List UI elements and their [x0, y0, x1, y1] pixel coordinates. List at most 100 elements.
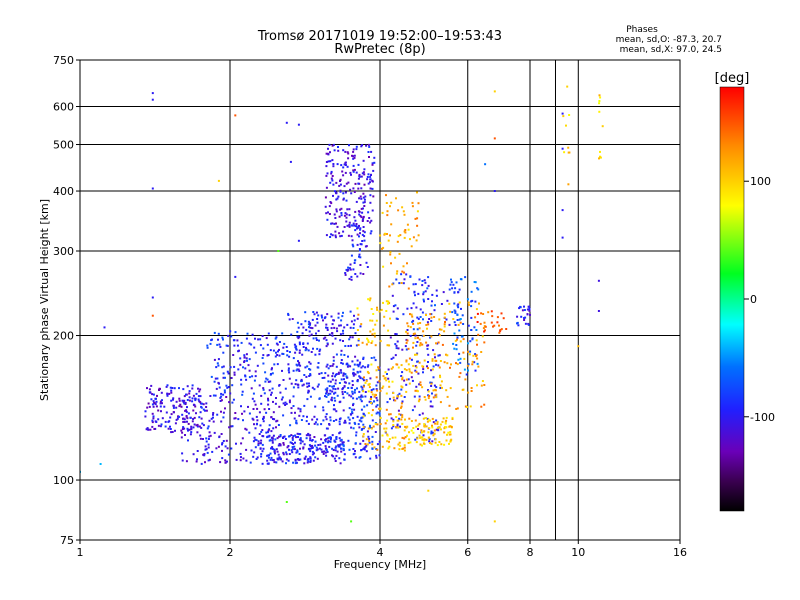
data-point — [409, 313, 411, 316]
data-point — [194, 397, 197, 400]
data-point — [367, 173, 370, 176]
data-point — [370, 150, 373, 153]
data-point — [452, 283, 455, 286]
data-point — [462, 323, 465, 325]
data-point — [298, 370, 301, 372]
data-point — [353, 408, 356, 411]
data-point — [225, 344, 228, 347]
data-point — [337, 146, 339, 148]
data-point — [471, 360, 474, 363]
data-point — [422, 371, 424, 374]
data-point — [338, 420, 341, 423]
data-point — [103, 326, 106, 329]
data-point — [322, 441, 325, 444]
data-point — [439, 387, 442, 389]
data-point — [347, 181, 350, 184]
data-point — [276, 363, 279, 366]
data-point — [368, 426, 371, 429]
data-point — [368, 441, 371, 444]
data-point — [364, 445, 367, 448]
data-point — [337, 195, 340, 198]
data-point — [412, 322, 415, 325]
data-point — [332, 420, 335, 422]
data-point — [146, 406, 149, 409]
data-point — [358, 456, 361, 459]
data-point — [464, 276, 467, 279]
data-point — [324, 395, 326, 398]
data-point — [254, 370, 257, 373]
data-point — [281, 460, 284, 463]
data-point — [302, 383, 305, 386]
data-point — [199, 401, 202, 404]
data-point — [415, 370, 418, 373]
data-point — [275, 426, 277, 429]
data-point — [376, 443, 379, 446]
data-point — [370, 173, 372, 176]
data-point — [325, 339, 328, 342]
data-point — [490, 310, 493, 313]
data-point — [356, 227, 358, 230]
data-point — [336, 225, 339, 228]
data-point — [239, 459, 242, 462]
data-point — [411, 315, 414, 318]
data-point — [349, 171, 352, 174]
data-point — [326, 329, 329, 331]
data-point — [313, 422, 316, 425]
data-point — [333, 213, 336, 216]
data-point — [298, 438, 301, 441]
data-point — [267, 332, 270, 335]
data-point — [362, 390, 365, 393]
data-point — [350, 275, 353, 278]
data-point — [398, 441, 401, 444]
data-point — [421, 284, 424, 287]
data-point — [375, 376, 378, 379]
data-point — [394, 436, 397, 439]
data-point — [342, 166, 345, 169]
data-point — [417, 234, 420, 237]
data-point — [477, 365, 480, 368]
data-point — [228, 401, 231, 404]
data-point — [375, 396, 378, 399]
data-point — [359, 442, 362, 445]
data-point — [471, 363, 474, 366]
data-point — [411, 205, 414, 208]
data-point — [370, 398, 372, 400]
data-point — [349, 188, 352, 191]
data-point — [457, 306, 460, 309]
data-point — [347, 345, 350, 347]
data-point — [237, 350, 240, 353]
data-point — [364, 366, 367, 369]
grid-lines — [80, 60, 680, 540]
data-point — [173, 411, 175, 414]
data-point — [245, 353, 248, 356]
data-point — [453, 347, 456, 350]
data-point — [402, 265, 405, 268]
data-point — [234, 417, 237, 420]
data-point — [326, 326, 329, 329]
data-point — [339, 180, 341, 182]
data-point — [273, 461, 276, 464]
data-point — [345, 199, 348, 202]
data-point — [185, 415, 188, 417]
data-point — [293, 448, 296, 451]
data-point — [362, 435, 365, 438]
data-point — [182, 401, 185, 403]
data-point — [427, 418, 430, 421]
data-point — [262, 388, 265, 391]
data-point — [208, 435, 211, 438]
data-point — [317, 314, 320, 317]
data-point — [275, 351, 277, 354]
data-point — [264, 371, 267, 374]
data-point — [340, 378, 343, 381]
data-point — [308, 444, 311, 447]
data-point — [406, 223, 409, 226]
data-point — [493, 520, 496, 523]
data-point — [394, 256, 397, 259]
data-point — [438, 354, 441, 357]
data-point — [259, 447, 262, 450]
data-point — [493, 137, 496, 140]
data-point — [491, 315, 494, 318]
data-point — [181, 452, 184, 455]
data-point — [258, 384, 261, 387]
data-point — [183, 395, 186, 398]
